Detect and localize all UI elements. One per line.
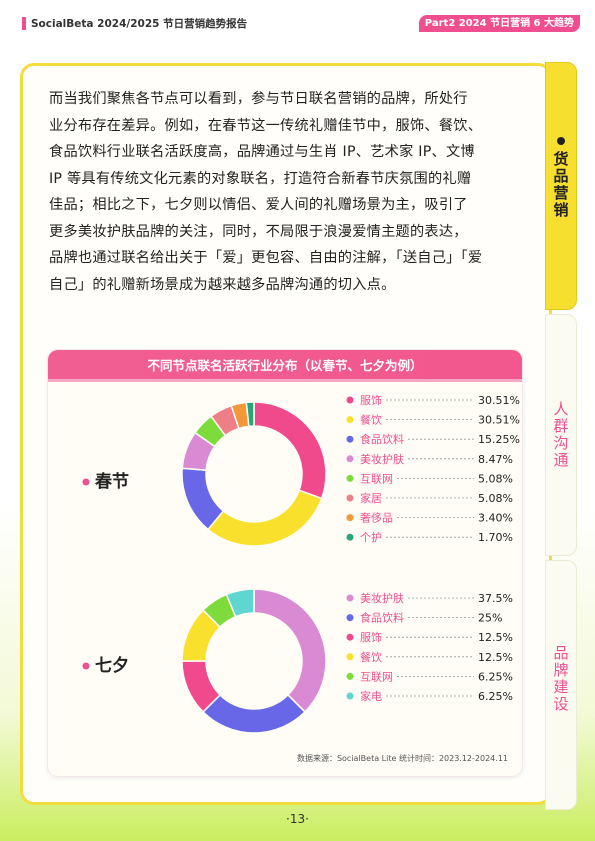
legend-swatch: [346, 692, 354, 700]
donut-slice: [206, 489, 323, 547]
legend-name: 食品饮料: [360, 611, 404, 625]
legend-swatch: [346, 494, 354, 502]
body-line: IP 等具有传统文化元素的对象联名，打造符合新春节庆氛围的礼赠: [49, 170, 472, 187]
tab-audience-communication[interactable]: 人群沟通: [545, 314, 577, 556]
donut-slice: [253, 401, 327, 500]
legend-value: 12.5%: [478, 651, 513, 664]
legend-name: 互联网: [360, 670, 393, 683]
data-source: 数据来源：SocialBeta Lite 统计时间：2023.12-2024.1…: [296, 754, 508, 763]
body-line: 佳品；相比之下，七夕则以情侣、爱人间的礼赠场景为主，吸引了: [49, 197, 468, 213]
legend-swatch: [346, 514, 354, 522]
legend-value: 5.08%: [478, 492, 513, 505]
legend-swatch: [346, 672, 354, 680]
holiday-label: 七夕: [95, 655, 129, 676]
active-dot-icon: [557, 137, 565, 145]
legend-value: 30.51%: [478, 394, 520, 407]
content-card: 而当我们聚焦各节点可以看到，参与节日联名营销的品牌，所处行 业分布存在差异。例如…: [20, 63, 552, 805]
tab-brand-building[interactable]: 品牌建设: [545, 560, 577, 810]
legend-swatch: [346, 533, 354, 541]
body-line: 自己」的礼赠新场景成为越来越多品牌沟通的切入点。: [49, 276, 396, 293]
tab-label: 品牌建设: [551, 645, 570, 713]
legend-swatch: [346, 396, 354, 404]
legend-value: 8.47%: [478, 453, 513, 466]
legend-value: 25%: [478, 612, 502, 625]
legend-value: 37.5%: [478, 592, 513, 605]
body-line: 品牌也通过联名给出关于「爱」更包容、自由的注解，「送自己」「爱: [49, 250, 483, 266]
label-bullet-icon: [82, 478, 90, 486]
holiday-label: 春节: [95, 471, 129, 492]
header-accent-bar: [22, 17, 26, 30]
legend-name: 互联网: [360, 472, 393, 485]
legend-swatch: [346, 594, 354, 602]
tab-label: 人群沟通: [551, 401, 570, 469]
legend-swatch: [346, 435, 354, 443]
tab-goods-marketing[interactable]: 货品营销: [545, 62, 577, 310]
side-tabs: 货品营销 人群沟通 品牌建设: [545, 62, 577, 832]
body-line: 食品饮料行业联名活跃度高，品牌通过与生肖 IP、艺术家 IP、文博: [49, 144, 475, 160]
legend-value: 6.25%: [478, 690, 513, 703]
donut-slice: [253, 588, 327, 713]
report-title: SocialBeta 2024/2025 节日营销趋势报告: [31, 18, 248, 30]
donut-slice: [225, 588, 255, 618]
legend-value: 5.08%: [478, 472, 513, 485]
page-header: SocialBeta 2024/2025 节日营销趋势报告 Part2 2024…: [0, 0, 595, 34]
legend-name: 餐饮: [360, 650, 382, 664]
legend-value: 30.51%: [478, 414, 520, 427]
legend-swatch: [346, 455, 354, 463]
legend-name: 服饰: [360, 630, 382, 644]
legend-name: 个护: [360, 530, 382, 544]
chart-panel: 不同节点联名活跃行业分布（以春节、七夕为例） 春节 服饰 30.51% 餐饮 30.51…: [48, 350, 522, 776]
chart-title: 不同节点联名活跃行业分布（以春节、七夕为例）: [48, 350, 522, 382]
legend-swatch: [346, 614, 354, 622]
donut-slice: [202, 693, 306, 734]
legend-name: 美妆护肤: [360, 452, 404, 466]
section-tag: Part2 2024 节日营销 6 大趋势: [418, 15, 580, 32]
legend-name: 美妆护肤: [360, 591, 404, 605]
legend-name: 奢侈品: [360, 511, 393, 525]
legend-value: 1.70%: [478, 531, 513, 544]
legend-swatch: [346, 653, 354, 661]
legend-value: 6.25%: [478, 670, 513, 683]
legend-swatch: [346, 416, 354, 424]
legend-value: 12.5%: [478, 631, 513, 644]
tab-label: 货品营销: [551, 151, 570, 219]
body-line: 业分布存在差异。例如，在春节这一传统礼赠佳节中，服饰、餐饮、: [49, 117, 483, 134]
page-number: ·13·: [286, 812, 309, 826]
legend-name: 家居: [360, 491, 382, 505]
legend-value: 3.40%: [478, 512, 513, 525]
donut-slice: [245, 401, 255, 428]
legend-swatch: [346, 474, 354, 482]
body-paragraph: 而当我们聚焦各节点可以看到，参与节日联名营销的品牌，所处行 业分布存在差异。例如…: [49, 86, 535, 298]
body-line: 而当我们聚焦各节点可以看到，参与节日联名营销的品牌，所处行: [49, 91, 468, 107]
label-bullet-icon: [82, 662, 90, 670]
legend-swatch: [346, 633, 354, 641]
body-line: 更多美妆护肤品牌的关注，同时，不局限于浪漫爱情主题的表达，: [49, 223, 468, 240]
legend-name: 餐饮: [360, 413, 382, 427]
legend-name: 家电: [360, 689, 382, 703]
legend-name: 食品饮料: [360, 432, 404, 446]
legend-name: 服饰: [360, 393, 382, 407]
legend-value: 15.25%: [478, 433, 520, 446]
